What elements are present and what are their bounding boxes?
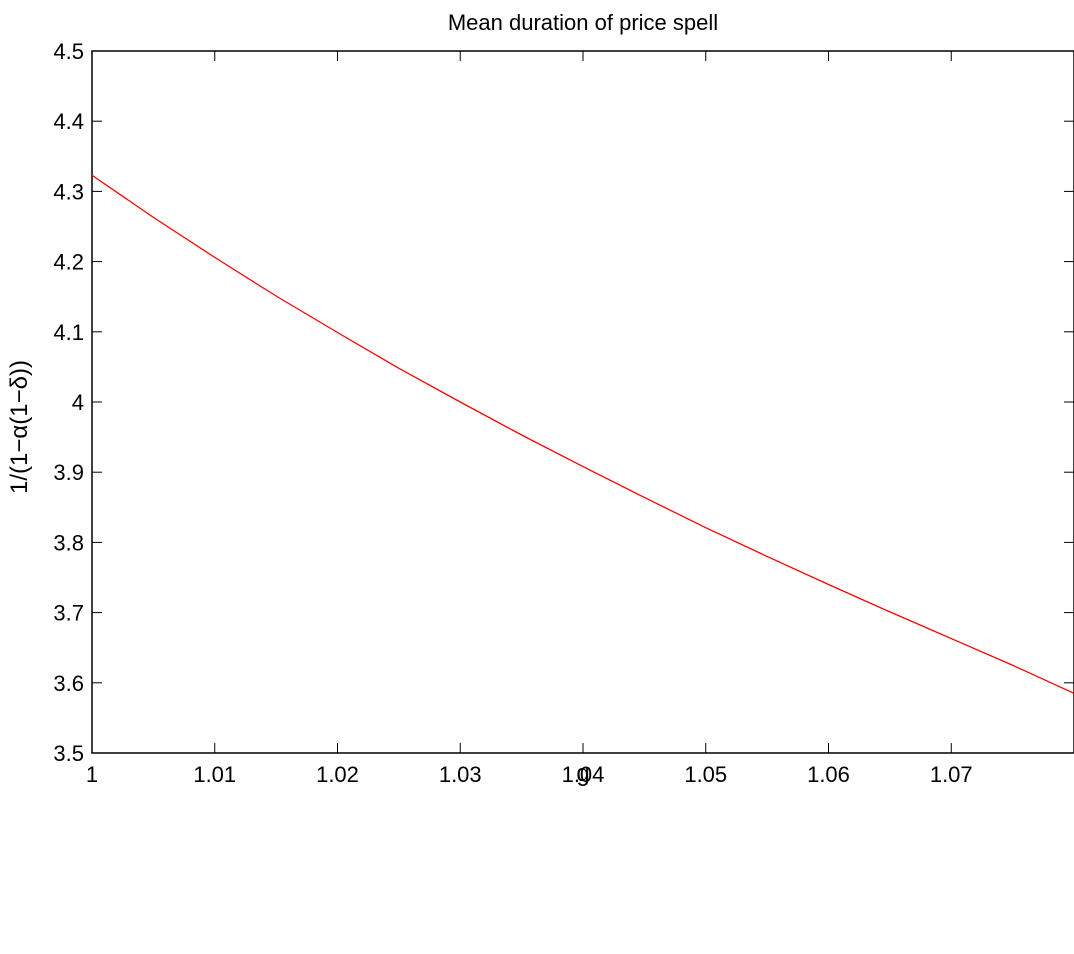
series-line-0	[91, 174, 1074, 694]
y-tick-label: 3.9	[53, 460, 84, 485]
plot-area-border	[91, 50, 1074, 754]
y-tick-label: 4.4	[53, 109, 84, 134]
x-axis-title: g	[576, 760, 589, 787]
y-axis-title: 1/(1−α(1−δ))	[6, 360, 33, 494]
x-tick-label: 1	[86, 762, 98, 787]
chart-title: Mean duration of price spell	[448, 10, 718, 35]
y-tick-label: 3.8	[53, 530, 84, 555]
x-tick-label: 1.04	[562, 762, 605, 787]
y-tick-label: 4.5	[53, 39, 84, 64]
y-tick-label: 4.1	[53, 320, 84, 345]
y-tick-label: 4	[72, 390, 84, 415]
x-tick-label: 1.05	[684, 762, 727, 787]
y-tick-label: 3.5	[53, 741, 84, 766]
x-tick-label: 1.02	[316, 762, 359, 787]
y-tick-label: 3.7	[53, 601, 84, 626]
y-tick-label: 4.3	[53, 179, 84, 204]
plot-frame	[91, 50, 1074, 754]
x-axis-ticks: 1 1.01 1.02 1.03 1.04 1.05 1.06 1.07	[86, 51, 973, 787]
x-tick-label: 1.01	[193, 762, 236, 787]
y-tick-label: 3.6	[53, 671, 84, 696]
x-tick-label: 1.06	[807, 762, 850, 787]
x-tick-label: 1.03	[439, 762, 482, 787]
series-layer	[91, 174, 1074, 694]
y-axis-ticks: 3.5 3.6 3.7 3.8 3.9 4 4.1 4.2 4.3 4.4 4.5	[53, 39, 1074, 766]
x-tick-label: 1.07	[930, 762, 973, 787]
y-tick-label: 4.2	[53, 250, 84, 275]
